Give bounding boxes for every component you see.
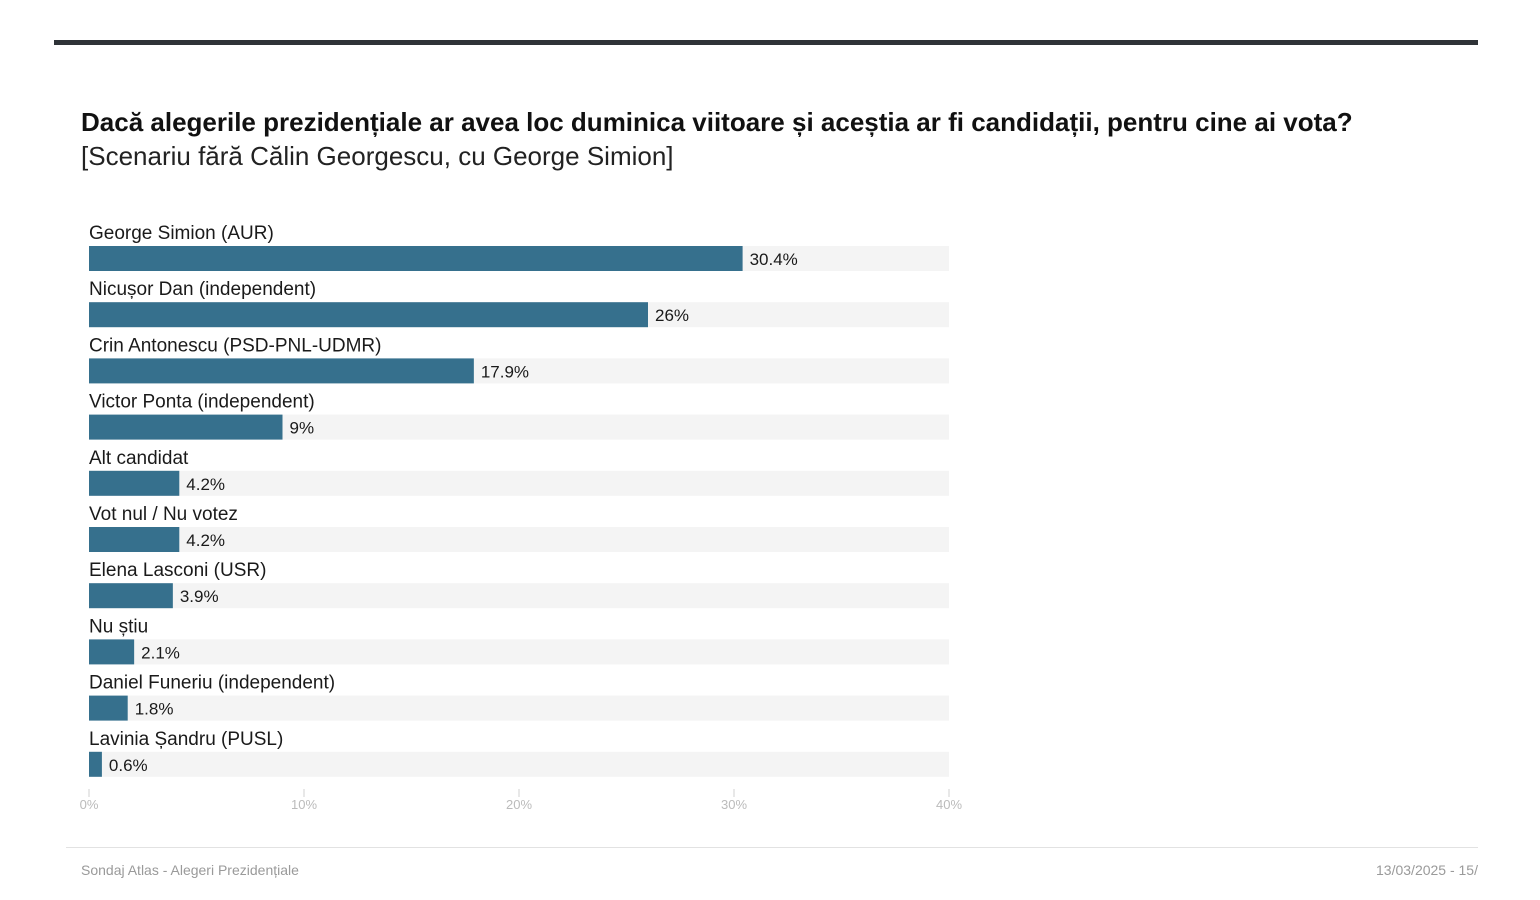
bar-value-label: 0.6%	[109, 756, 148, 775]
bar-value-label: 3.9%	[180, 587, 219, 606]
top-divider	[54, 40, 1478, 45]
bar	[89, 246, 743, 271]
x-tick-label: 40%	[936, 797, 962, 812]
footer-page-info: 13/03/2025 - 15/	[1376, 862, 1478, 878]
bar	[89, 751, 102, 777]
bar-category-label: Lavinia Șandru (PUSL)	[89, 729, 283, 750]
chart-title: Dacă alegerile prezidențiale ar avea loc…	[81, 107, 1353, 137]
bar-category-label: Crin Antonescu (PSD-PNL-UDMR)	[89, 335, 381, 356]
bar	[89, 639, 135, 665]
bar-track	[89, 639, 949, 665]
bar	[89, 527, 180, 552]
bar-track	[89, 470, 949, 496]
bar	[89, 583, 173, 609]
bar-value-label: 30.4%	[750, 250, 798, 269]
bar-track	[89, 695, 949, 721]
x-tick-label: 20%	[506, 797, 532, 812]
bar-value-label: 17.9%	[481, 362, 529, 381]
bar-value-label: 9%	[290, 419, 315, 438]
bar	[89, 302, 648, 328]
bar-value-label: 26%	[655, 306, 689, 325]
bar-category-label: Vot nul / Nu votez	[89, 504, 238, 525]
bar-track	[89, 583, 949, 609]
bar	[89, 470, 180, 496]
bar-value-label: 4.2%	[186, 475, 225, 494]
bar-category-label: Nicușor Dan (independent)	[89, 279, 316, 300]
x-tick-label: 0%	[80, 797, 99, 812]
bar-category-label: Daniel Funeriu (independent)	[89, 673, 335, 694]
bar-track	[89, 527, 949, 552]
bar-track	[89, 751, 949, 777]
bar-category-label: Victor Ponta (independent)	[89, 392, 315, 413]
bar-value-label: 4.2%	[186, 531, 225, 550]
chart-subtitle: [Scenariu fără Călin Georgescu, cu Georg…	[81, 141, 674, 171]
footer-divider	[66, 847, 1478, 848]
bar-category-label: George Simion (AUR)	[89, 223, 274, 244]
bar-category-label: Nu știu	[89, 616, 148, 637]
x-tick-label: 30%	[721, 797, 747, 812]
bar	[89, 414, 283, 440]
bar	[89, 358, 474, 384]
bar-value-label: 1.8%	[135, 700, 174, 719]
bar-category-label: Elena Lasconi (USR)	[89, 560, 266, 581]
bar-value-label: 2.1%	[141, 643, 180, 662]
bar-category-label: Alt candidat	[89, 448, 189, 469]
footer-source: Sondaj Atlas - Alegeri Prezidențiale	[81, 862, 299, 878]
x-tick-label: 10%	[291, 797, 317, 812]
bar	[89, 695, 128, 721]
